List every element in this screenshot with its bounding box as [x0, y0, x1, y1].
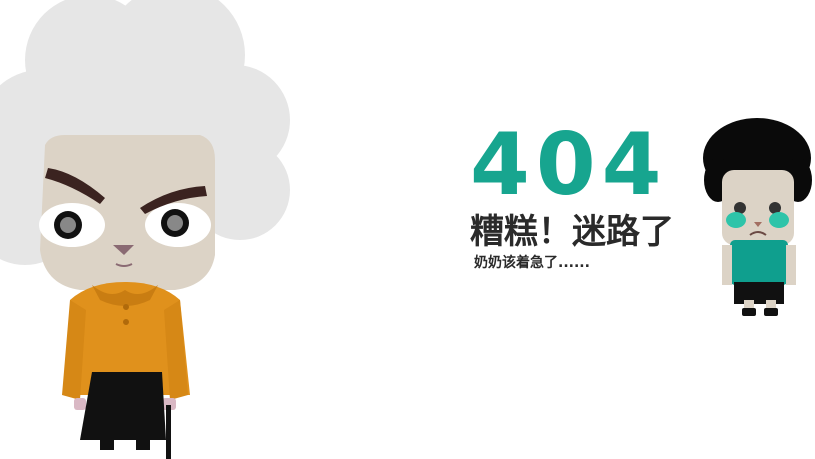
boy-shirt — [730, 240, 788, 285]
grandma-illustration — [0, 0, 290, 459]
boy-face — [722, 170, 794, 245]
grandma-eyebrow-right — [140, 186, 207, 214]
error-subtext: 奶奶该着急了...... — [474, 255, 590, 271]
grandma-eyebrow-left — [45, 168, 105, 204]
error-headline: 糟糕！迷路了 — [470, 212, 674, 252]
boy-tear-right — [769, 212, 789, 228]
boy-tear-left — [726, 212, 746, 228]
grandma-face — [40, 135, 215, 290]
error-code: 404 — [470, 115, 668, 215]
crying-boy-illustration — [703, 118, 812, 316]
error-message: 404 糟糕！迷路了 奶奶该着急了...... — [470, 122, 700, 272]
grandma-cane — [166, 405, 171, 459]
grandma-nose — [113, 245, 134, 255]
boy-pants — [734, 282, 784, 304]
grandma-sweater — [70, 282, 190, 395]
grandma-skirt — [80, 372, 166, 440]
